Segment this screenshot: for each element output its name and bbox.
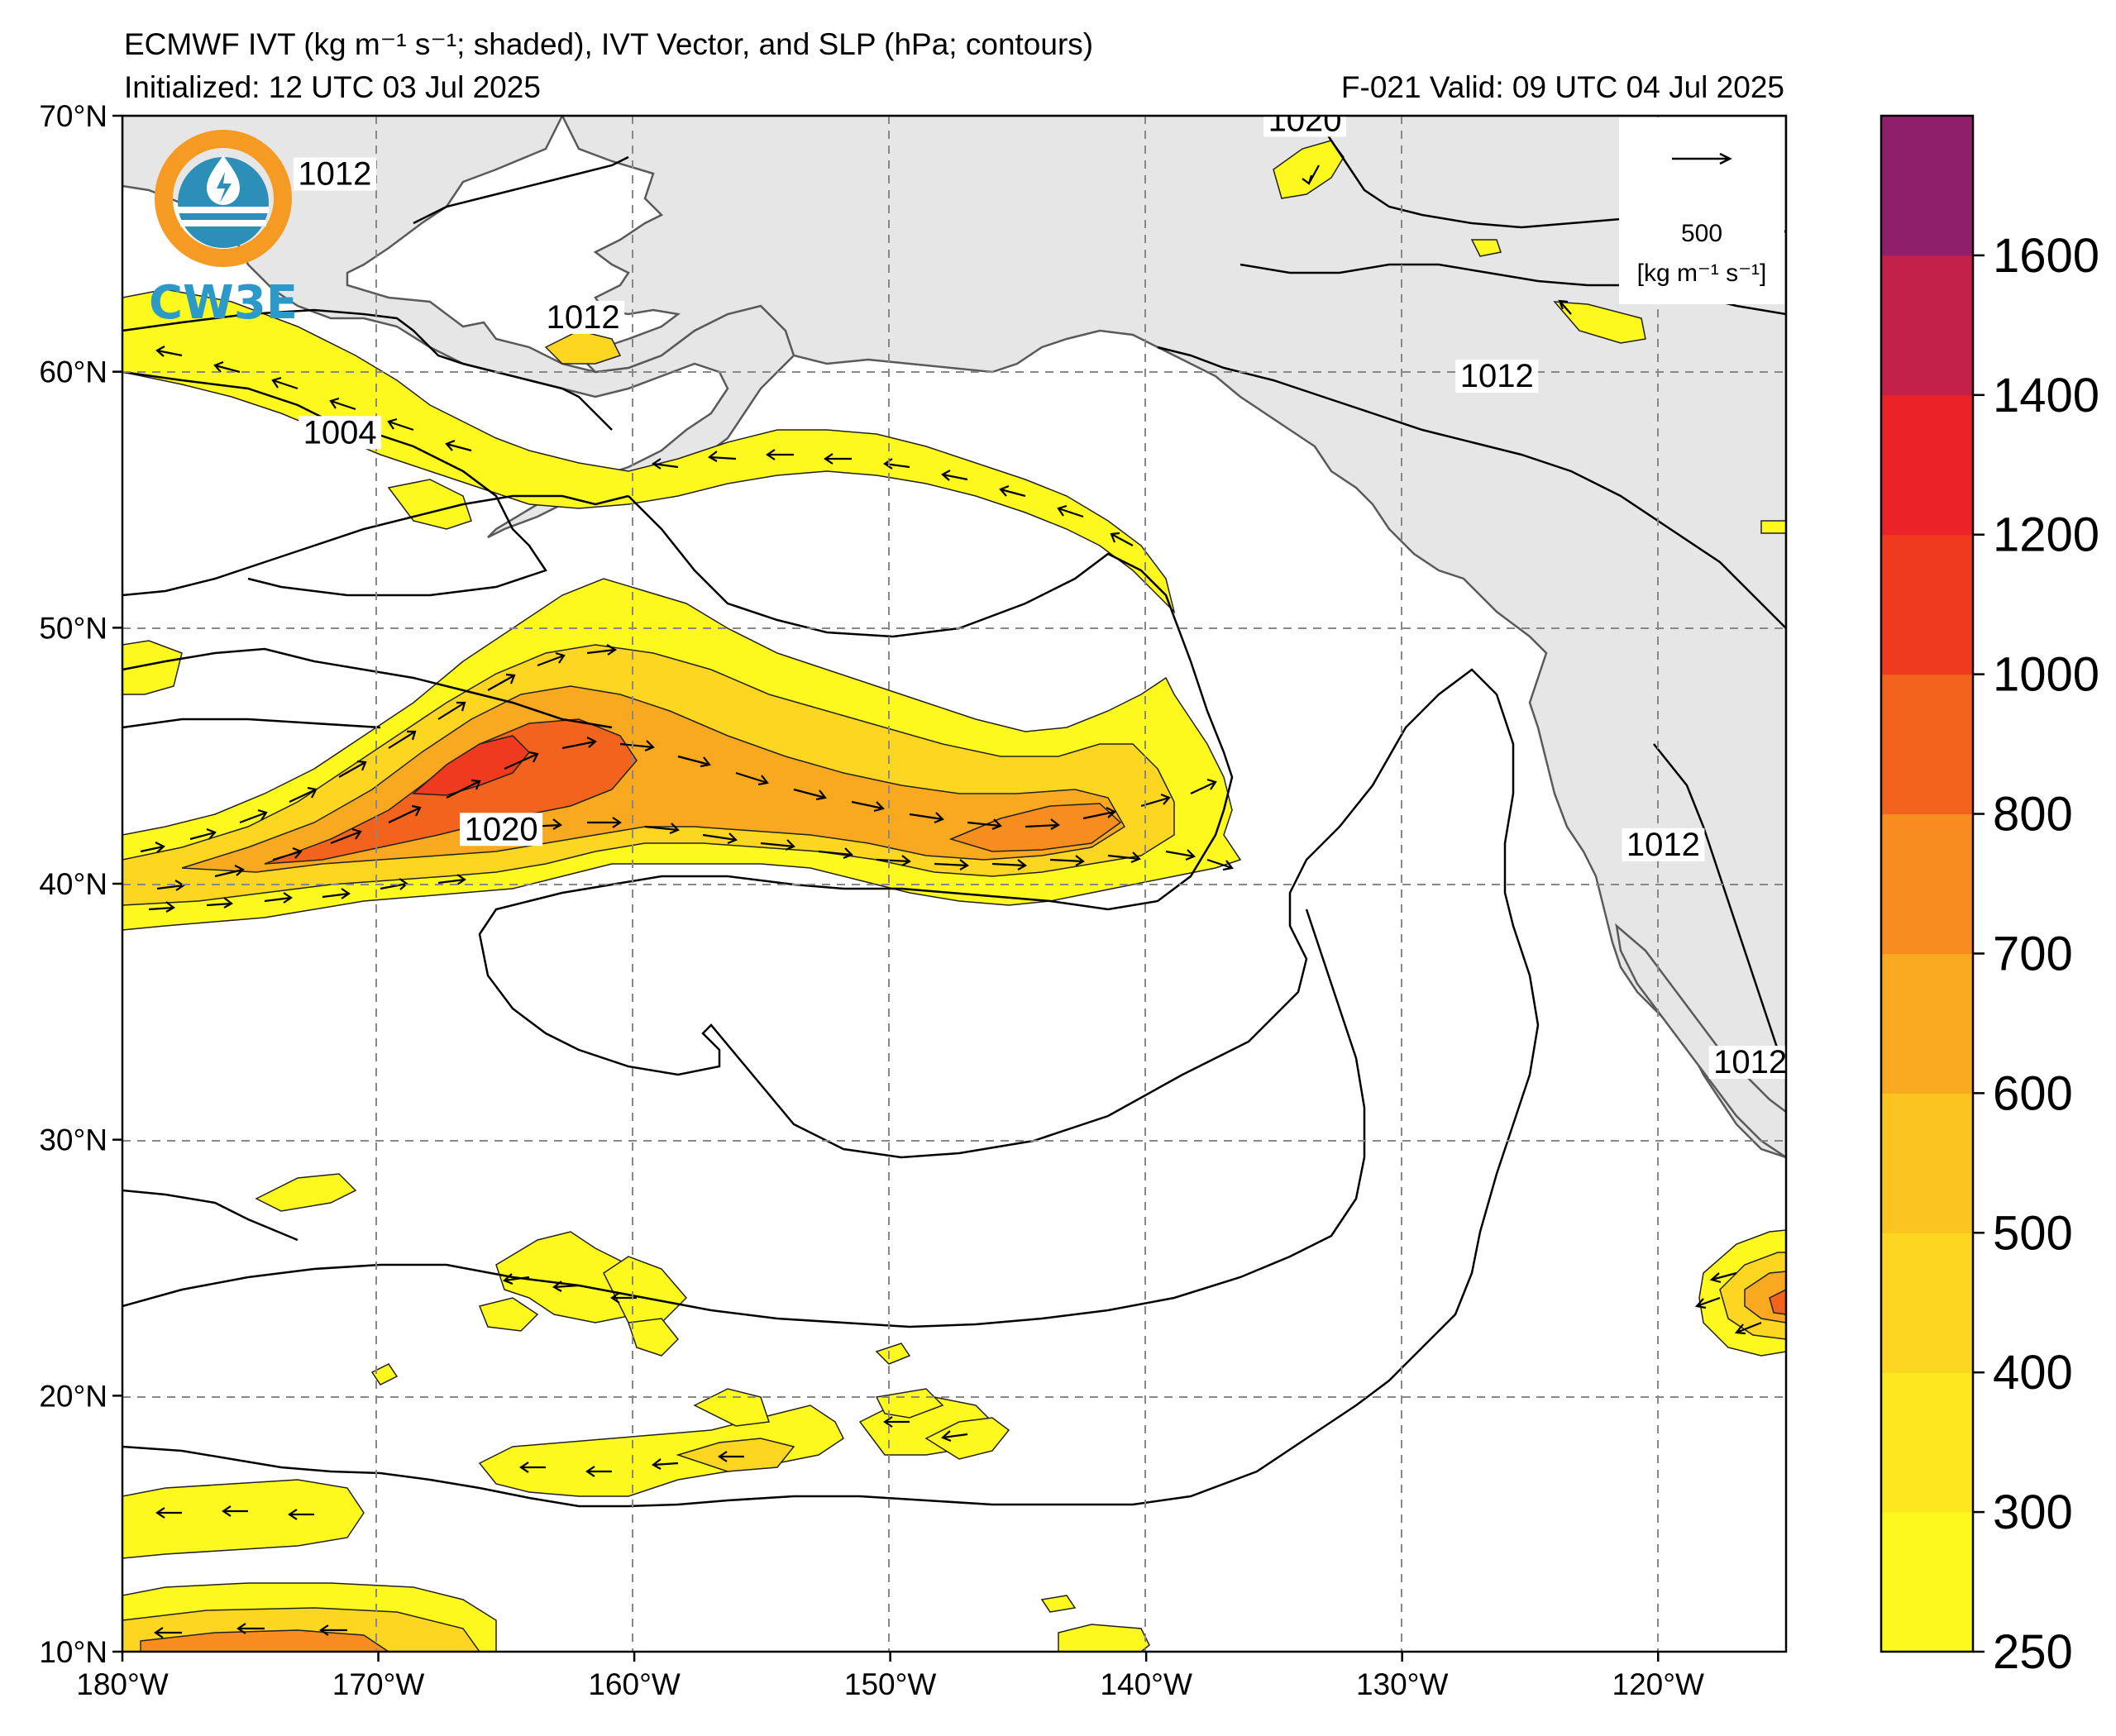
contour-label-bg: [1622, 827, 1705, 861]
colorbar-bin: [1881, 534, 1973, 675]
colorbar-tick-label: 500: [1993, 1206, 2073, 1260]
lat-tick-label: 10°N: [39, 1635, 107, 1669]
colorbar-tick-label: 400: [1993, 1346, 2073, 1400]
map-panel: 1012 1004 1012 1020 1020 1012 1012 1012 CW3E 50…: [39, 99, 1788, 1701]
contour-label-bg: [460, 813, 543, 847]
contour-label: 1012: [547, 299, 620, 336]
colorbar-bin: [1881, 1093, 1973, 1233]
lon-tick-label: 170°W: [332, 1667, 425, 1701]
ivt-colorbar: 250 300 400 500 600 700 800 1000 1200 1400 1600: [1880, 114, 2099, 1679]
contour-label: 1012: [1460, 358, 1534, 394]
colorbar-bins: [1881, 116, 1973, 1653]
lon-tick-label: 160°W: [588, 1667, 681, 1701]
colorbar-tick-label: 1200: [1993, 508, 2099, 562]
colorbar-bin: [1881, 116, 1973, 256]
ivt-shading: [122, 140, 1786, 1652]
ivt-vectors: [140, 165, 1762, 1638]
reference-vector-value: 500: [1681, 220, 1722, 247]
colorbar-ticks: 250 300 400 500 600 700 800 1000 1200 1400 1600: [1973, 229, 2099, 1679]
reference-vector-units: [kg m⁻¹ s⁻¹]: [1637, 260, 1767, 287]
latitude-axis: 10°N 20°N 30°N 40°N 50°N 60°N 70°N: [39, 99, 122, 1669]
longitude-axis: 180°W 170°W 160°W 150°W 140°W 130°W 120°W: [76, 1652, 1704, 1701]
contour-label-bg: [293, 157, 376, 191]
lat-tick-label: 30°N: [39, 1123, 107, 1157]
logo-wave-band-2: [180, 220, 266, 227]
colorbar-bin: [1881, 953, 1973, 1094]
colorbar-tick-label: 300: [1993, 1486, 2073, 1539]
slp-contours: [122, 116, 1786, 1508]
colorbar-bin: [1881, 1233, 1973, 1373]
contour-label: 1020: [1268, 102, 1342, 138]
contour-label-bg: [1455, 360, 1539, 393]
contour-label: 1012: [298, 156, 371, 193]
lon-tick-label: 130°W: [1356, 1667, 1449, 1701]
colorbar-bin: [1881, 255, 1973, 396]
reference-vector-key: 500 [kg m⁻¹ s⁻¹]: [1619, 117, 1784, 304]
lon-tick-label: 140°W: [1100, 1667, 1192, 1701]
lat-tick-label: 40°N: [39, 867, 107, 901]
contour-label: 1020: [465, 811, 538, 847]
contour-label-bg: [542, 300, 625, 334]
chart-title: ECMWF IVT (kg m⁻¹ s⁻¹; shaded), IVT Vect…: [124, 27, 1093, 61]
ar-vector-row-1: [140, 644, 618, 853]
cw3e-logo: CW3E: [149, 130, 298, 330]
init-time: Initialized: 12 UTC 03 Jul 2025: [124, 70, 541, 104]
lightning-icon: [217, 172, 232, 203]
contour-labels: 1012 1004 1012 1020 1020 1012 1012 1012: [293, 102, 1787, 1080]
tropical-vectors: [154, 165, 1762, 1638]
contour-label: 1004: [303, 414, 377, 451]
ar-vector-row-4: [148, 874, 466, 913]
contour-label-bg: [299, 416, 382, 450]
valid-time: F-021 Valid: 09 UTC 04 Jul 2025: [1341, 70, 1784, 104]
colorbar-tick-label: 1600: [1993, 229, 2099, 283]
lon-tick-label: 150°W: [844, 1667, 937, 1701]
contour-label: 1012: [1713, 1044, 1787, 1080]
lat-tick-label: 50°N: [39, 611, 107, 645]
colorbar-frame: [1880, 114, 1975, 1653]
logo-ring: [155, 130, 292, 267]
lon-tick-label: 180°W: [76, 1667, 169, 1701]
reference-vector-box: [1619, 117, 1784, 304]
lat-tick-label: 70°N: [39, 99, 107, 133]
lat-tick-label: 20°N: [39, 1379, 107, 1413]
contour-label-bg: [1263, 116, 1347, 137]
ar-vector-row-3: [528, 817, 1234, 871]
colorbar-bin: [1881, 1512, 1973, 1653]
lon-tick-label: 120°W: [1612, 1667, 1705, 1701]
colorbar-tick-label: 800: [1993, 788, 2073, 842]
colorbar-bin: [1881, 1372, 1973, 1513]
contour-label: 1012: [1626, 827, 1700, 863]
lat-tick-label: 60°N: [39, 355, 107, 389]
contour-label-bg: [1708, 1046, 1786, 1080]
colorbar-tick-label: 250: [1993, 1625, 2073, 1679]
colorbar-tick-label: 600: [1993, 1066, 2073, 1120]
baja-land: [1615, 923, 1786, 1159]
colorbar-bin: [1881, 674, 1973, 815]
colorbar-bin: [1881, 394, 1973, 536]
colorbar-tick-label: 1000: [1993, 648, 2099, 702]
colorbar-tick-label: 700: [1993, 927, 2073, 980]
logo-wave-band: [178, 207, 269, 213]
colorbar-tick-label: 1400: [1993, 369, 2099, 422]
reference-arrow-icon: [1672, 152, 1732, 165]
logo-text: CW3E: [149, 276, 298, 330]
colorbar-bin: [1881, 813, 1973, 954]
